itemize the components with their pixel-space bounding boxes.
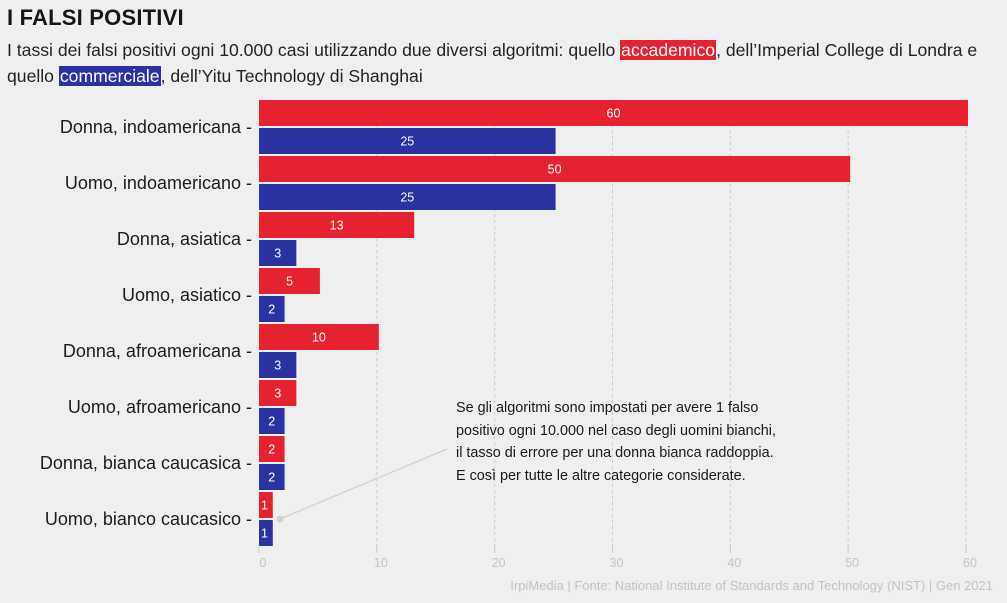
bar-value-label: 10 [312, 331, 326, 345]
bar-commerciale [259, 464, 285, 490]
bar-value-label: 3 [274, 359, 281, 373]
tick-label: 60 [963, 556, 977, 570]
bar-value-label: 2 [268, 415, 275, 429]
bar-commerciale [259, 352, 297, 378]
bar-commerciale [259, 240, 297, 266]
bar-value-label: 5 [286, 275, 293, 289]
tick-label: 50 [845, 556, 859, 570]
category-label: Donna, asiatica - [117, 229, 252, 249]
bar-accademico [259, 436, 285, 462]
source-credit: IrpiMedia | Fonte: National Institute of… [510, 578, 993, 593]
legend-accademico: accademico [620, 40, 717, 60]
bar-value-label: 50 [548, 163, 562, 177]
category-label: Uomo, asiatico - [122, 285, 252, 305]
tick-label: 0 [260, 556, 267, 570]
bar-value-label: 25 [400, 135, 414, 149]
bar-commerciale [259, 184, 556, 210]
bar-accademico [259, 380, 297, 406]
bar-value-label: 3 [274, 387, 281, 401]
annotation-connector [276, 448, 448, 523]
tick-label: 40 [727, 556, 741, 570]
bar-commerciale [259, 128, 556, 154]
bar-accademico [259, 212, 415, 238]
chart-subtitle: I tassi dei falsi positivi ogni 10.000 c… [7, 37, 1002, 89]
annotation-line [279, 448, 448, 520]
bar-value-label: 13 [330, 219, 344, 233]
legend-commerciale: commerciale [58, 66, 161, 86]
category-label: Uomo, afroamericano - [68, 397, 252, 417]
tick-label: 20 [492, 556, 506, 570]
subtitle-text-1: I tassi dei falsi positivi ogni 10.000 c… [7, 40, 621, 60]
category-label: Donna, afroamericana - [63, 341, 252, 361]
category-labels: Donna, indoamericana - Uomo, indoamerican… [40, 117, 252, 529]
bar-value-label: 2 [268, 471, 275, 485]
bar-value-label: 1 [261, 527, 268, 541]
subtitle-text-3: , dell’Yitu Technology di Shanghai [160, 66, 423, 86]
bar-commerciale [259, 520, 273, 546]
chart-title: I FALSI POSITIVI [7, 5, 184, 30]
tick-label: 30 [610, 556, 624, 570]
annotation-text: Se gli algoritmi sono impostati per aver… [456, 400, 777, 484]
bar-value-label: 2 [268, 443, 275, 457]
bar-value-label: 60 [607, 107, 621, 121]
bar-accademico [259, 492, 273, 518]
annotation-dot [276, 515, 284, 523]
bar-accademico [259, 100, 968, 126]
tick-label: 10 [374, 556, 388, 570]
bar-value-label: 25 [400, 191, 414, 205]
bar-value-label: 3 [274, 247, 281, 261]
category-label: Uomo, indoamericano - [65, 173, 252, 193]
bar-value-label: 2 [268, 303, 275, 317]
bar-commerciale [259, 408, 285, 434]
bar-accademico [259, 156, 851, 182]
subtitle-text-2: , dell’Imperial College di Londra e quel… [7, 40, 978, 86]
bar-accademico [259, 324, 379, 350]
category-label: Donna, bianca caucasica - [40, 453, 252, 473]
category-label: Uomo, bianco caucasico - [45, 509, 252, 529]
bar-value-label: 1 [261, 499, 268, 513]
bar-accademico [259, 268, 320, 294]
x-axis: 0 10 20 30 40 50 60 [258, 545, 977, 570]
bar-commerciale [259, 296, 285, 322]
category-label: Donna, indoamericana - [60, 117, 252, 137]
